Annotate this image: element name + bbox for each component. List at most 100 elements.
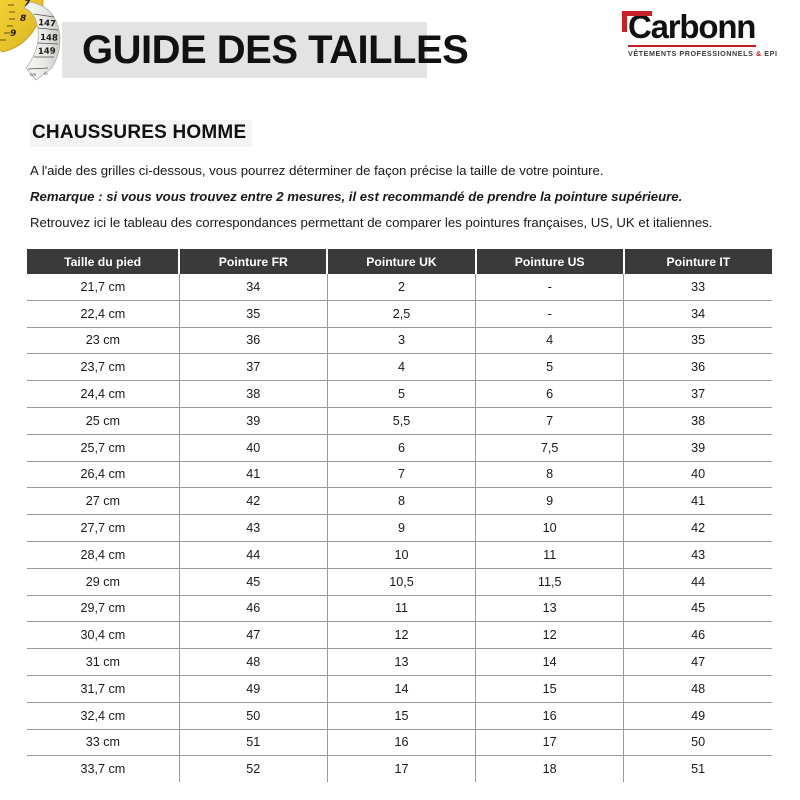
- svg-text:8: 8: [20, 14, 26, 24]
- table-row: 32,4 cm 50 15 16 49: [27, 701, 772, 730]
- cell-foot-length: 21,7 cm: [27, 274, 180, 301]
- cell-size-pointure-fr: 35: [179, 299, 328, 328]
- cell-size-pointure-us: 11,5: [475, 567, 625, 596]
- cell-foot-length: 31 cm: [27, 648, 180, 676]
- cell-size-pointure-fr: 50: [179, 701, 328, 730]
- cell-foot-length: 22,4 cm: [27, 299, 180, 328]
- cell-size-pointure-us: 4: [475, 326, 625, 354]
- cell-size-pointure-fr: 37: [179, 353, 328, 381]
- table-row: 33,7 cm 52 17 18 51: [27, 755, 772, 783]
- column-header-3: Pointure US: [474, 249, 625, 274]
- table-row: 22,4 cm 35 2,5-34: [27, 299, 772, 328]
- table-row: 25,7 cm 40 6 7,5 39: [27, 433, 772, 462]
- cell-size-pointure-uk: 11: [327, 594, 477, 622]
- column-header-2: Pointure UK: [326, 249, 477, 274]
- cell-size-pointure-uk: 5,5: [327, 406, 477, 435]
- intro-text-block: A l'aide des grilles ci-dessous, vous po…: [30, 162, 780, 240]
- measuring-tape-icon: 7 8 9 147 148 149 cm in: [0, 0, 100, 96]
- cell-size-pointure-us: -: [475, 274, 625, 301]
- cell-size-pointure-uk: 3: [327, 326, 477, 354]
- table-row: 26,4 cm 41 7 8 40: [27, 460, 772, 488]
- cell-size-pointure-it: 40: [623, 460, 772, 488]
- table-body: 21,7 cm 34 2-33 22,4 cm 35 2,5-34 23 cm 36 3 4 35 2…: [27, 274, 772, 783]
- cell-size-pointure-it: 33: [691, 279, 706, 294]
- brand-logo: Carbonn VÊTEMENTS PROFESSIONNELS & EPI: [622, 10, 777, 58]
- cell-size-pointure-fr: 49: [179, 674, 328, 703]
- logo-accent-bar-top: [622, 11, 652, 16]
- cell-size-pointure-us: 15: [475, 674, 625, 703]
- table-row: 33 cm 51 16 17 50: [27, 728, 772, 756]
- svg-text:148: 148: [40, 33, 58, 44]
- cell-foot-length: 25 cm: [27, 406, 180, 435]
- cell-size-pointure-us: 10: [475, 514, 625, 542]
- cell-size-pointure-uk: 6: [327, 433, 477, 462]
- cell-size-pointure-us: 9: [475, 487, 625, 515]
- cell-foot-length: 30,4 cm: [27, 621, 180, 649]
- cell-foot-length: 23 cm: [27, 326, 180, 354]
- cell-size-pointure-fr: 34: [179, 274, 328, 301]
- cell-size-pointure-us: -: [475, 299, 625, 328]
- table-header-row: Taille du pied Pointure FR Pointure UK Poin…: [27, 249, 772, 274]
- tagline-ampersand: &: [755, 49, 762, 58]
- cell-size-pointure-uk: 7: [327, 460, 477, 488]
- cell-size-pointure-it: 47: [623, 648, 772, 676]
- cell-size-pointure-fr: 46: [179, 594, 328, 622]
- cell-size-pointure-uk: 13: [327, 648, 477, 676]
- cell-size-pointure-it: 36: [623, 353, 772, 381]
- cell-size-pointure-fr: 52: [179, 755, 328, 783]
- cell-size-pointure-us: 18: [475, 755, 625, 783]
- table-row: 27 cm 42 8 9 41: [27, 487, 772, 515]
- table-row: 31 cm 48 13 14 47: [27, 648, 772, 676]
- cell-foot-length: 23,7 cm: [27, 353, 180, 381]
- cell-size-pointure-uk: 17: [327, 755, 477, 783]
- svg-text:in: in: [44, 71, 48, 76]
- cell-foot-length: 31,7 cm: [27, 674, 180, 703]
- cell-size-pointure-it: 42: [623, 514, 772, 542]
- table-row: 23 cm 36 3 4 35: [27, 326, 772, 354]
- cell-size-pointure-us: 14: [475, 648, 625, 676]
- cell-foot-length: 29 cm: [27, 567, 180, 596]
- cell-size-pointure-uk: 8: [327, 487, 477, 515]
- table-header: Taille du pied Pointure FR Pointure UK Poin…: [27, 249, 772, 274]
- table-row: 29,7 cm 46 11 13 45: [27, 594, 772, 622]
- cell-size-pointure-fr: 36: [179, 326, 328, 354]
- cell-size-pointure-uk: 12: [327, 621, 477, 649]
- cell-size-pointure-fr: 41: [179, 460, 328, 488]
- cell-size-pointure-fr: 45: [179, 567, 328, 596]
- cell-size-pointure-uk: 2: [327, 274, 477, 301]
- page-header: 7 8 9 147 148 149 cm in: [0, 0, 800, 100]
- cell-size-pointure-it: 49: [623, 701, 772, 730]
- svg-text:147: 147: [38, 18, 57, 30]
- cell-size-pointure-it: 35: [623, 326, 772, 354]
- cell-size-pointure-it: 41: [623, 487, 772, 515]
- cell-size-pointure-fr: 43: [179, 514, 328, 542]
- cell-size-pointure-uk: 10,5: [327, 567, 477, 596]
- cell-foot-length: 24,4 cm: [27, 380, 180, 408]
- table-row: 24,4 cm 38 5 6 37: [27, 380, 772, 408]
- svg-text:149: 149: [38, 46, 56, 57]
- cell-size-pointure-us: 16: [475, 701, 625, 730]
- cell-size-pointure-fr: 51: [179, 728, 328, 756]
- table-row: 31,7 cm 49 14 15 48: [27, 674, 772, 703]
- cell-foot-length: 25,7 cm: [27, 433, 180, 462]
- cell-size-pointure-it: 34: [623, 299, 772, 328]
- cell-foot-length: 29,7 cm: [27, 594, 180, 622]
- cell-size-pointure-uk: 10: [327, 540, 477, 569]
- cell-foot-length: 27,7 cm: [27, 514, 180, 542]
- intro-line-3: Retrouvez ici le tableau des corresponda…: [30, 215, 713, 230]
- size-conversion-table: Taille du pied Pointure FR Pointure UK Poin…: [27, 249, 772, 783]
- cell-size-pointure-it: 48: [623, 674, 772, 703]
- cell-size-pointure-us: 13: [475, 594, 625, 622]
- page-title: GUIDE DES TAILLES: [82, 28, 469, 72]
- tagline-part-1: VÊTEMENTS PROFESSIONNELS: [628, 49, 756, 58]
- cell-foot-length: 32,4 cm: [27, 701, 180, 730]
- cell-size-pointure-it: 45: [623, 594, 772, 622]
- section-heading: CHAUSSURES HOMME: [30, 120, 253, 147]
- brand-name-wrapper: Carbonn: [622, 10, 774, 44]
- brand-tagline: VÊTEMENTS PROFESSIONNELS & EPI: [622, 49, 777, 58]
- cell-size-pointure-fr: 42: [179, 487, 328, 515]
- cell-size-pointure-fr: 40: [179, 433, 328, 462]
- tagline-part-2: EPI: [761, 49, 778, 58]
- cell-size-pointure-it: 38: [623, 406, 772, 435]
- table-row: 23,7 cm 37 4 5 36: [27, 353, 772, 381]
